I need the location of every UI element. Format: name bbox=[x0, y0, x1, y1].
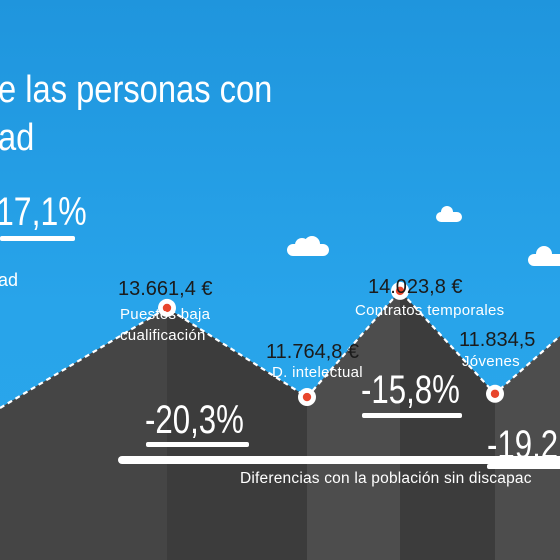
difference-puestos: -20,3% bbox=[145, 398, 244, 442]
cloud-decoration bbox=[528, 246, 560, 266]
headline-underline bbox=[0, 236, 75, 241]
data-point-marker-center bbox=[490, 389, 500, 398]
data-point-marker-center bbox=[302, 392, 312, 402]
value-label-puestos: 13.661,4 € bbox=[118, 278, 213, 300]
page-title: e las personas con ad bbox=[0, 66, 272, 162]
value-label-temporales: 14.023,8 € bbox=[368, 276, 463, 298]
category-label-temporales: Contratos temporales bbox=[355, 300, 504, 321]
title-line-2: ad bbox=[0, 117, 35, 159]
difference-underline bbox=[362, 413, 462, 418]
mountain-shadow bbox=[0, 307, 167, 560]
difference-underline bbox=[146, 442, 249, 447]
headline-value: 17,1% bbox=[0, 190, 87, 234]
category-line: D. intelectual bbox=[272, 364, 363, 381]
cloud-decoration bbox=[287, 236, 329, 256]
value-label-intelectual: 11.764,8 € bbox=[266, 341, 360, 363]
category-label-intelectual: D. intelectual bbox=[272, 362, 363, 383]
side-text: ad bbox=[0, 270, 19, 290]
category-line: Jóvenes bbox=[462, 353, 520, 370]
difference-temporales: -15,8% bbox=[361, 368, 460, 412]
category-line: Contratos temporales bbox=[355, 302, 505, 319]
data-point-marker-center bbox=[162, 303, 172, 313]
chart-layer bbox=[0, 281, 560, 560]
category-label-puestos: Puestos baja cualificación bbox=[120, 304, 210, 346]
difference-underline bbox=[487, 464, 560, 469]
footer-bar bbox=[118, 456, 560, 464]
category-label-jovenes: Jóvenes bbox=[462, 351, 520, 372]
footer-text: Diferencias con la población sin discapa… bbox=[240, 470, 532, 487]
mountain-shadow bbox=[400, 290, 495, 560]
category-line: Puestos baja bbox=[120, 306, 211, 323]
category-line: cualificación bbox=[120, 327, 206, 344]
cloud-decoration bbox=[436, 206, 462, 222]
mountain-shadow bbox=[167, 307, 307, 560]
value-label-jovenes: 11.834,5 bbox=[459, 329, 536, 351]
ridge-line bbox=[0, 289, 560, 409]
data-point-marker-center bbox=[395, 286, 405, 296]
title-line-1: e las personas con bbox=[0, 69, 273, 111]
